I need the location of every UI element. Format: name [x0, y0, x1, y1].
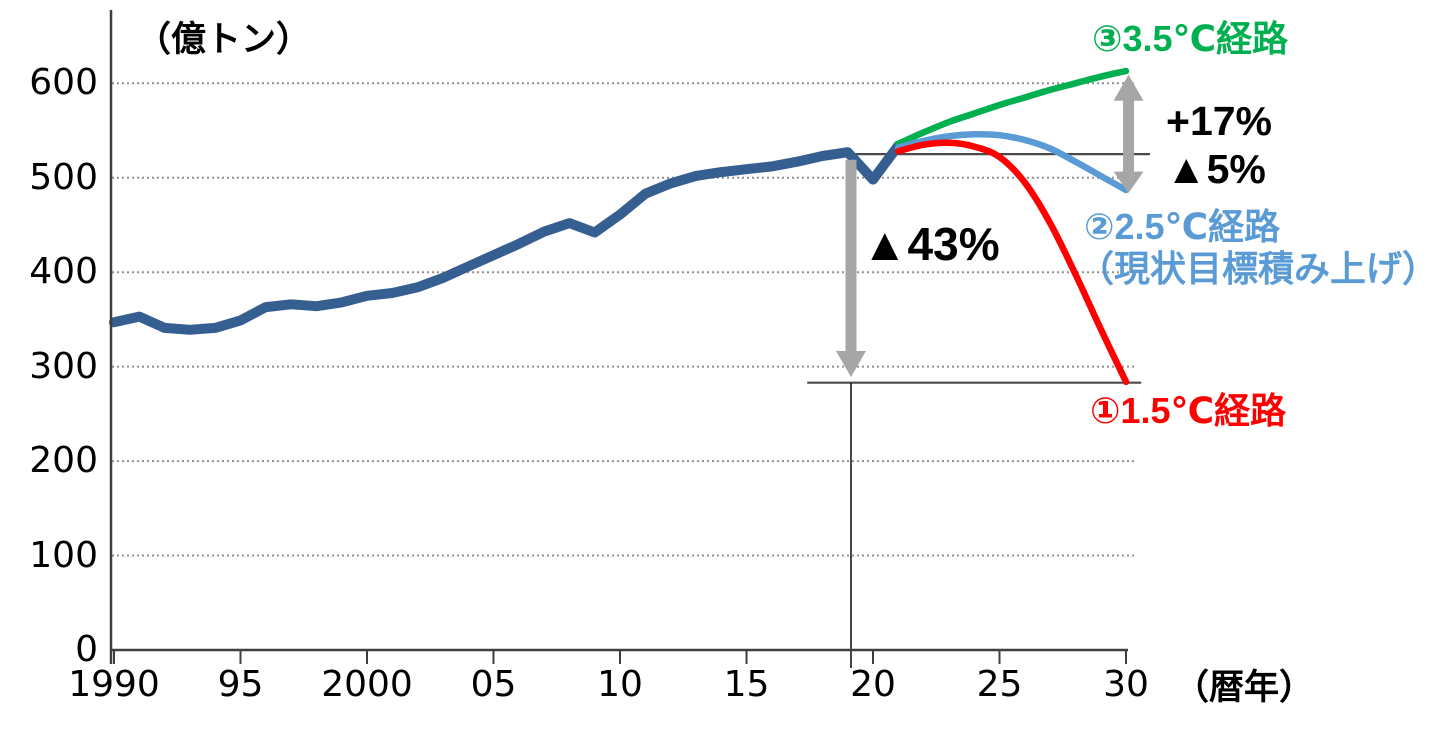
- y-tick-label: 100: [29, 534, 98, 576]
- y-tick-label: 500: [29, 156, 98, 198]
- pathway-3.5c-label: ③3.5℃経路: [1092, 18, 1289, 59]
- y-tick-label: 600: [29, 62, 98, 104]
- x-tick-label: 2000: [321, 664, 413, 705]
- x-tick-label: 30: [1103, 664, 1149, 705]
- minus-5-percent-label: ▲5%: [1166, 146, 1266, 192]
- plus-17-percent-label: +17%: [1166, 98, 1273, 144]
- y-tick-label: 400: [29, 251, 98, 293]
- x-tick-label: 25: [976, 664, 1023, 705]
- pathway-2.5c-sublabel: （現状目標積み上げ）: [1078, 248, 1439, 289]
- y-tick-label: 300: [29, 345, 98, 387]
- y-tick-label: 200: [29, 440, 98, 482]
- y-tick-label: 0: [75, 629, 98, 670]
- x-axis-unit-label: （暦年）: [1174, 668, 1315, 707]
- pathway-1.5C-line: [895, 139, 1130, 386]
- pathway-2.5c-label: ②2.5℃経路: [1084, 206, 1281, 247]
- x-tick-label: 05: [470, 664, 517, 705]
- arrow-plus-17: [1113, 74, 1144, 155]
- x-tick-label: 95: [217, 664, 264, 705]
- minus-43-percent-label: ▲43%: [862, 218, 1000, 270]
- x-tick-label: 15: [723, 664, 770, 705]
- pathway-3.5C-line: [895, 67, 1130, 147]
- pathway-2.5C-line: [895, 130, 1130, 194]
- pathway-1.5c-label: ①1.5℃経路: [1090, 390, 1287, 431]
- x-tick-label: 10: [597, 664, 643, 705]
- arrow-minus-43: [835, 159, 866, 378]
- arrow-minus-5: [1113, 154, 1144, 193]
- actual-emissions-line: [109, 140, 904, 335]
- y-axis-unit-label: （億トン）: [136, 20, 312, 59]
- x-tick-label: 1990: [68, 664, 160, 705]
- x-tick-label: 20: [850, 664, 896, 705]
